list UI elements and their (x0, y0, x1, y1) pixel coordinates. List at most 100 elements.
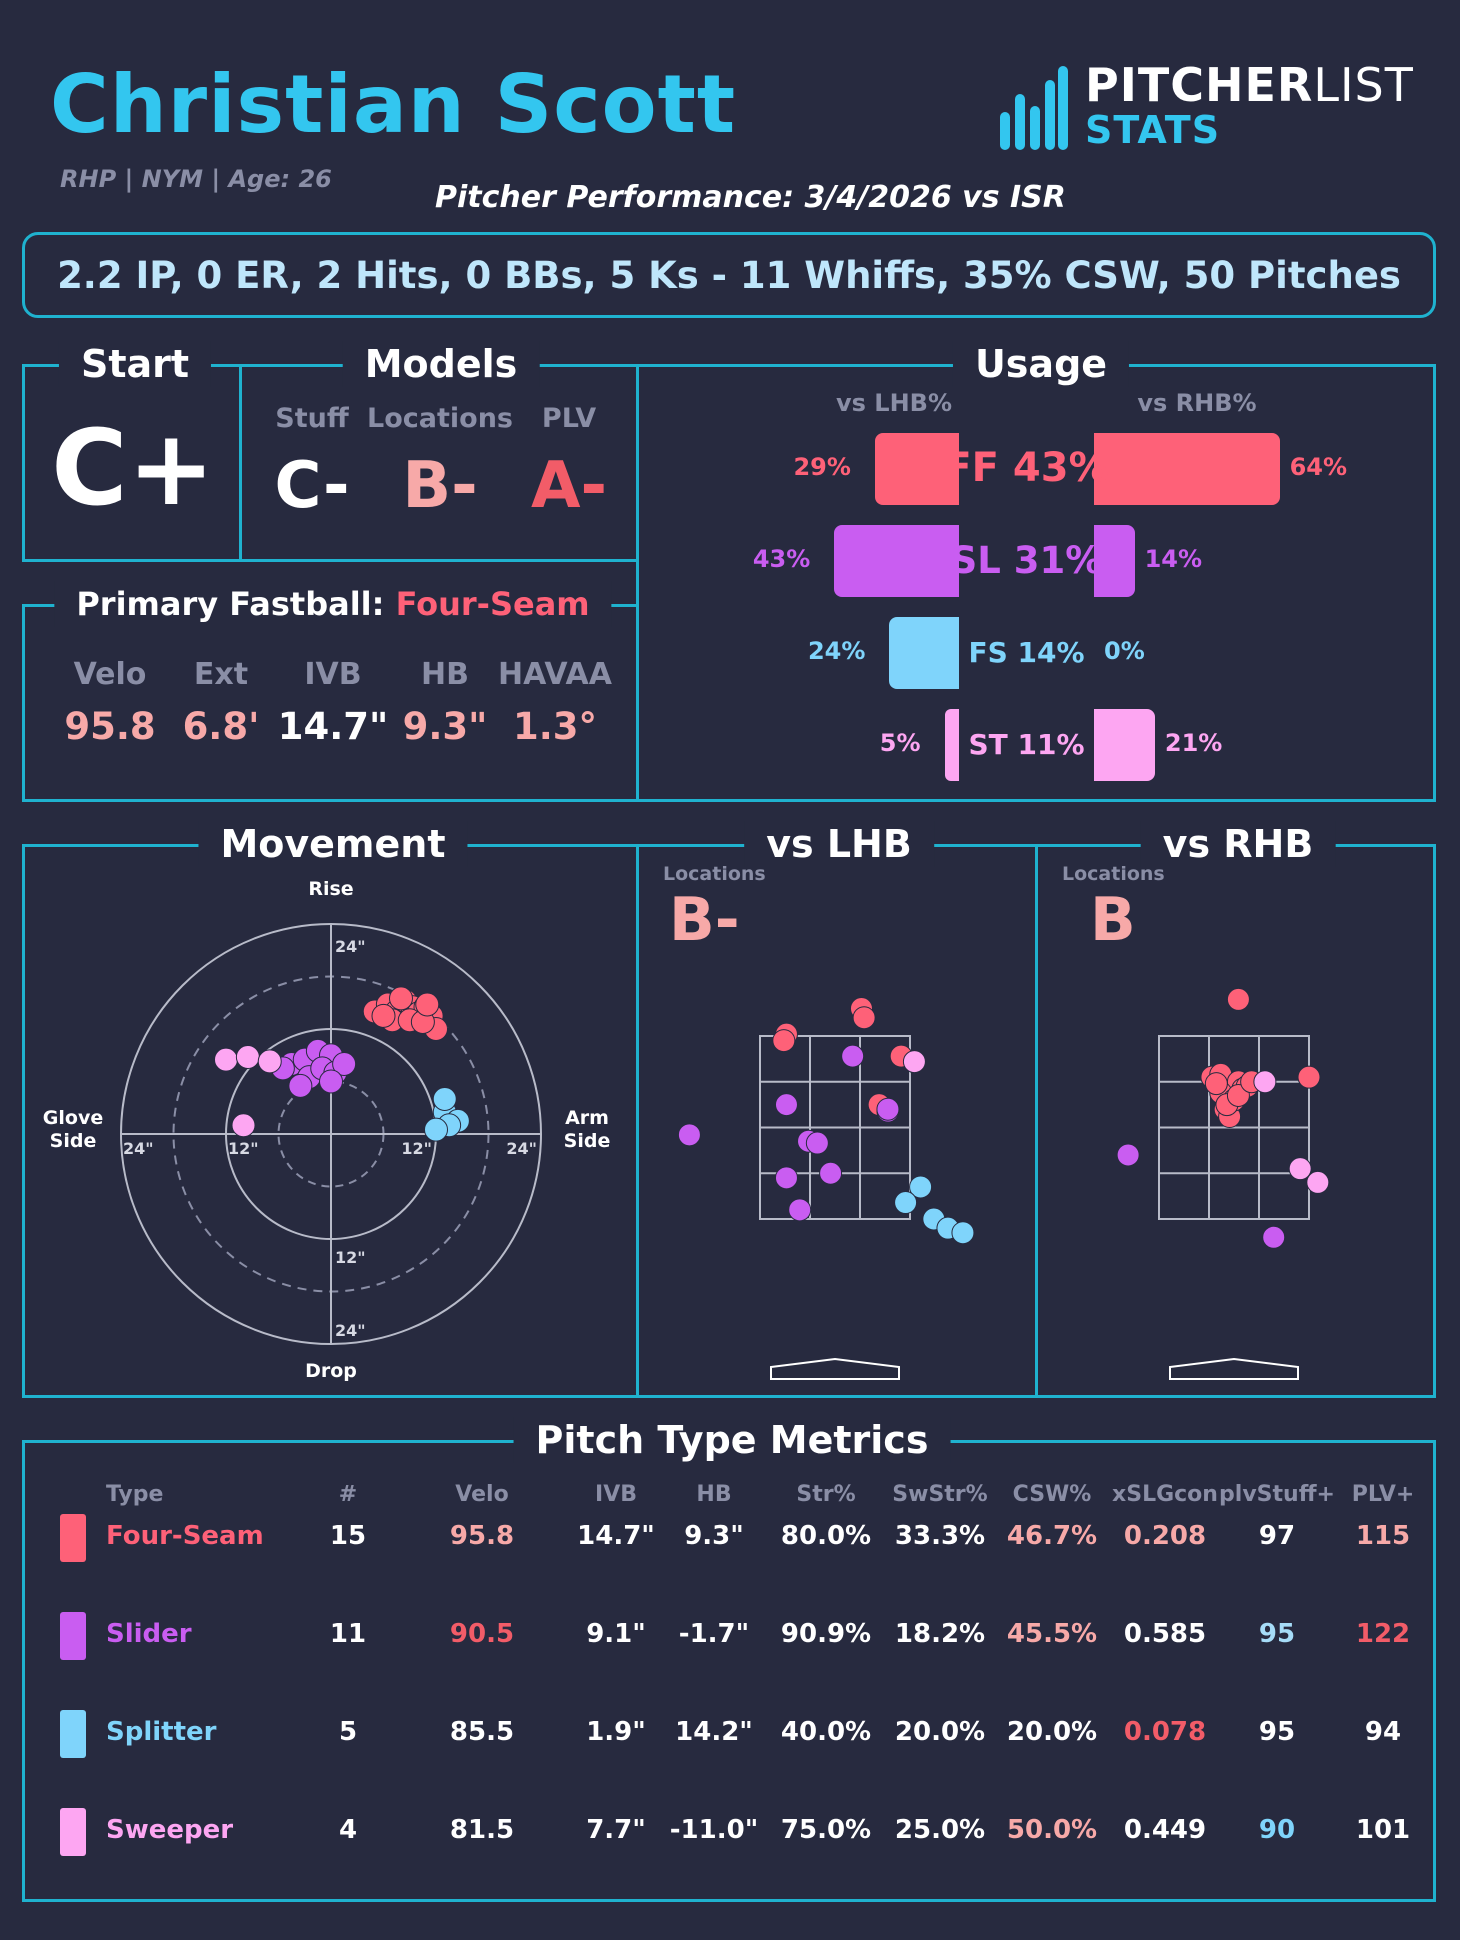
table-cell: 90 (1258, 1815, 1296, 1845)
home-plate-icon (1169, 1357, 1299, 1380)
table-cell: 11 (329, 1619, 367, 1649)
movement-point (231, 1113, 256, 1138)
pitch-type-name: Slider (106, 1619, 192, 1649)
plv-label: PLV (541, 403, 597, 434)
usage-panel: Usage vs LHB% vs RHB% 29% 64% FF 43% 43% 14%… (636, 341, 1436, 802)
table-cell: 95 (1258, 1619, 1296, 1649)
col-header: IVB (595, 1482, 637, 1507)
movement-point (332, 1052, 357, 1076)
player-meta: RHP | NYM | Age: 26 (60, 165, 332, 193)
usage-lhb-pct: 5% (879, 729, 921, 757)
location-point (1306, 1170, 1330, 1194)
player-name: Christian Scott (50, 58, 737, 151)
col-header: CSW% (1012, 1482, 1092, 1507)
ring-label: 12" (335, 1248, 366, 1267)
table-cell: 15 (329, 1521, 367, 1551)
table-cell: 14.7" (577, 1521, 655, 1551)
vs-rhb-locations-label: Locations (1062, 863, 1165, 885)
usage-bar-lhb (944, 709, 959, 781)
table-cell: 18.2% (894, 1619, 986, 1649)
fb-velo-label: Velo (73, 657, 147, 692)
movement-point (214, 1047, 238, 1072)
table-cell: -11.0" (669, 1815, 759, 1845)
ring-label: 24" (335, 937, 366, 956)
movement-drop-label: Drop (305, 1360, 357, 1382)
usage-rhb-pct: 64% (1289, 453, 1348, 481)
pitcherlist-logo: PITCHERLIST STATS (1000, 58, 1430, 158)
table-cell: 80.0% (780, 1521, 872, 1551)
col-header: HB (696, 1482, 732, 1507)
location-point (774, 1166, 798, 1190)
table-cell: 20.0% (1006, 1717, 1098, 1747)
table-cell: 0.078 (1123, 1717, 1207, 1747)
table-cell: 94 (1364, 1717, 1402, 1747)
location-point (894, 1191, 918, 1215)
col-header: Velo (455, 1482, 509, 1507)
home-plate-icon (770, 1357, 900, 1380)
movement-point (257, 1049, 282, 1074)
movement-glove-label-2: Side (50, 1130, 97, 1152)
models-title: Models (342, 341, 540, 387)
game-title: Pitcher Performance: 3/4/2026 vs ISR (435, 180, 1066, 215)
usage-bar-rhb (1094, 525, 1135, 597)
location-point (1226, 987, 1250, 1011)
start-panel: Start C+ (22, 341, 242, 562)
fb-ivb-label: IVB (304, 657, 362, 692)
col-header-type: Type (106, 1482, 164, 1507)
movement-title: Movement (198, 821, 468, 867)
location-point (1297, 1065, 1321, 1089)
table-cell: 90.9% (780, 1619, 872, 1649)
table-cell: 25.0% (894, 1815, 986, 1845)
location-point (1288, 1157, 1312, 1181)
table-cell: 95 (1258, 1717, 1296, 1747)
usage-bar-rhb (1094, 709, 1155, 781)
ring-label: 12" (228, 1139, 259, 1158)
fb-ext-label: Ext (193, 657, 249, 692)
table-cell: 33.3% (894, 1521, 986, 1551)
table-cell: 9.1" (586, 1619, 646, 1649)
table-cell: 95.8 (449, 1521, 515, 1551)
table-cell: 5 (338, 1717, 358, 1747)
stuff-label: Stuff (275, 403, 349, 434)
table-cell: 122 (1355, 1619, 1411, 1649)
usage-pitch-label: FS 14% (968, 636, 1085, 670)
locations-label: Locations (367, 403, 513, 434)
ring-label: 24" (123, 1139, 154, 1158)
location-point (772, 1029, 796, 1053)
pitch-color-swatch (60, 1710, 86, 1758)
vs-rhb-location-chart (1116, 987, 1330, 1380)
location-point (1204, 1072, 1228, 1096)
fb-havaa-label: HAVAA (498, 657, 612, 692)
pitch-type-name: Splitter (106, 1717, 217, 1747)
ring-label: 24" (335, 1321, 366, 1340)
location-point (876, 1097, 900, 1121)
usage-bar-lhb (834, 525, 959, 597)
location-point (852, 1006, 876, 1030)
table-cell: 101 (1355, 1815, 1411, 1845)
pitch-color-swatch (60, 1808, 86, 1856)
location-point (677, 1123, 701, 1147)
table-cell: 1.9" (586, 1717, 646, 1747)
movement-point (432, 1087, 457, 1111)
col-header: xSLGcon (1112, 1482, 1218, 1507)
movement-point (288, 1073, 313, 1098)
fb-hb-label: HB (421, 657, 469, 692)
table-cell: 115 (1355, 1521, 1411, 1551)
location-point (774, 1093, 798, 1117)
vs-lhb-location-chart (677, 997, 975, 1380)
table-cell: 4 (338, 1815, 358, 1845)
ring-label: 12" (401, 1139, 432, 1158)
usage-bar-rhb (1094, 433, 1280, 505)
summary-text: 2.2 IP, 0 ER, 2 Hits, 0 BBs, 5 Ks - 11 W… (57, 253, 1401, 297)
usage-lhb-pct: 24% (807, 637, 866, 665)
logo-text: PITCHERLIST (1085, 58, 1414, 112)
usage-lhb-header: vs LHB% (835, 389, 953, 417)
vs-rhb-title: vs RHB (1140, 821, 1336, 867)
ring-label: 24" (506, 1139, 537, 1158)
col-header: # (338, 1482, 358, 1507)
usage-pitch-label: ST 11% (968, 728, 1085, 762)
movement-point (415, 992, 440, 1017)
location-point (788, 1198, 812, 1222)
movement-glove-label-1: Glove (43, 1107, 103, 1129)
movement-chart: 24" 24" 12" 24" 12" 24" 12" Rise Drop Glove Si… (43, 878, 611, 1382)
